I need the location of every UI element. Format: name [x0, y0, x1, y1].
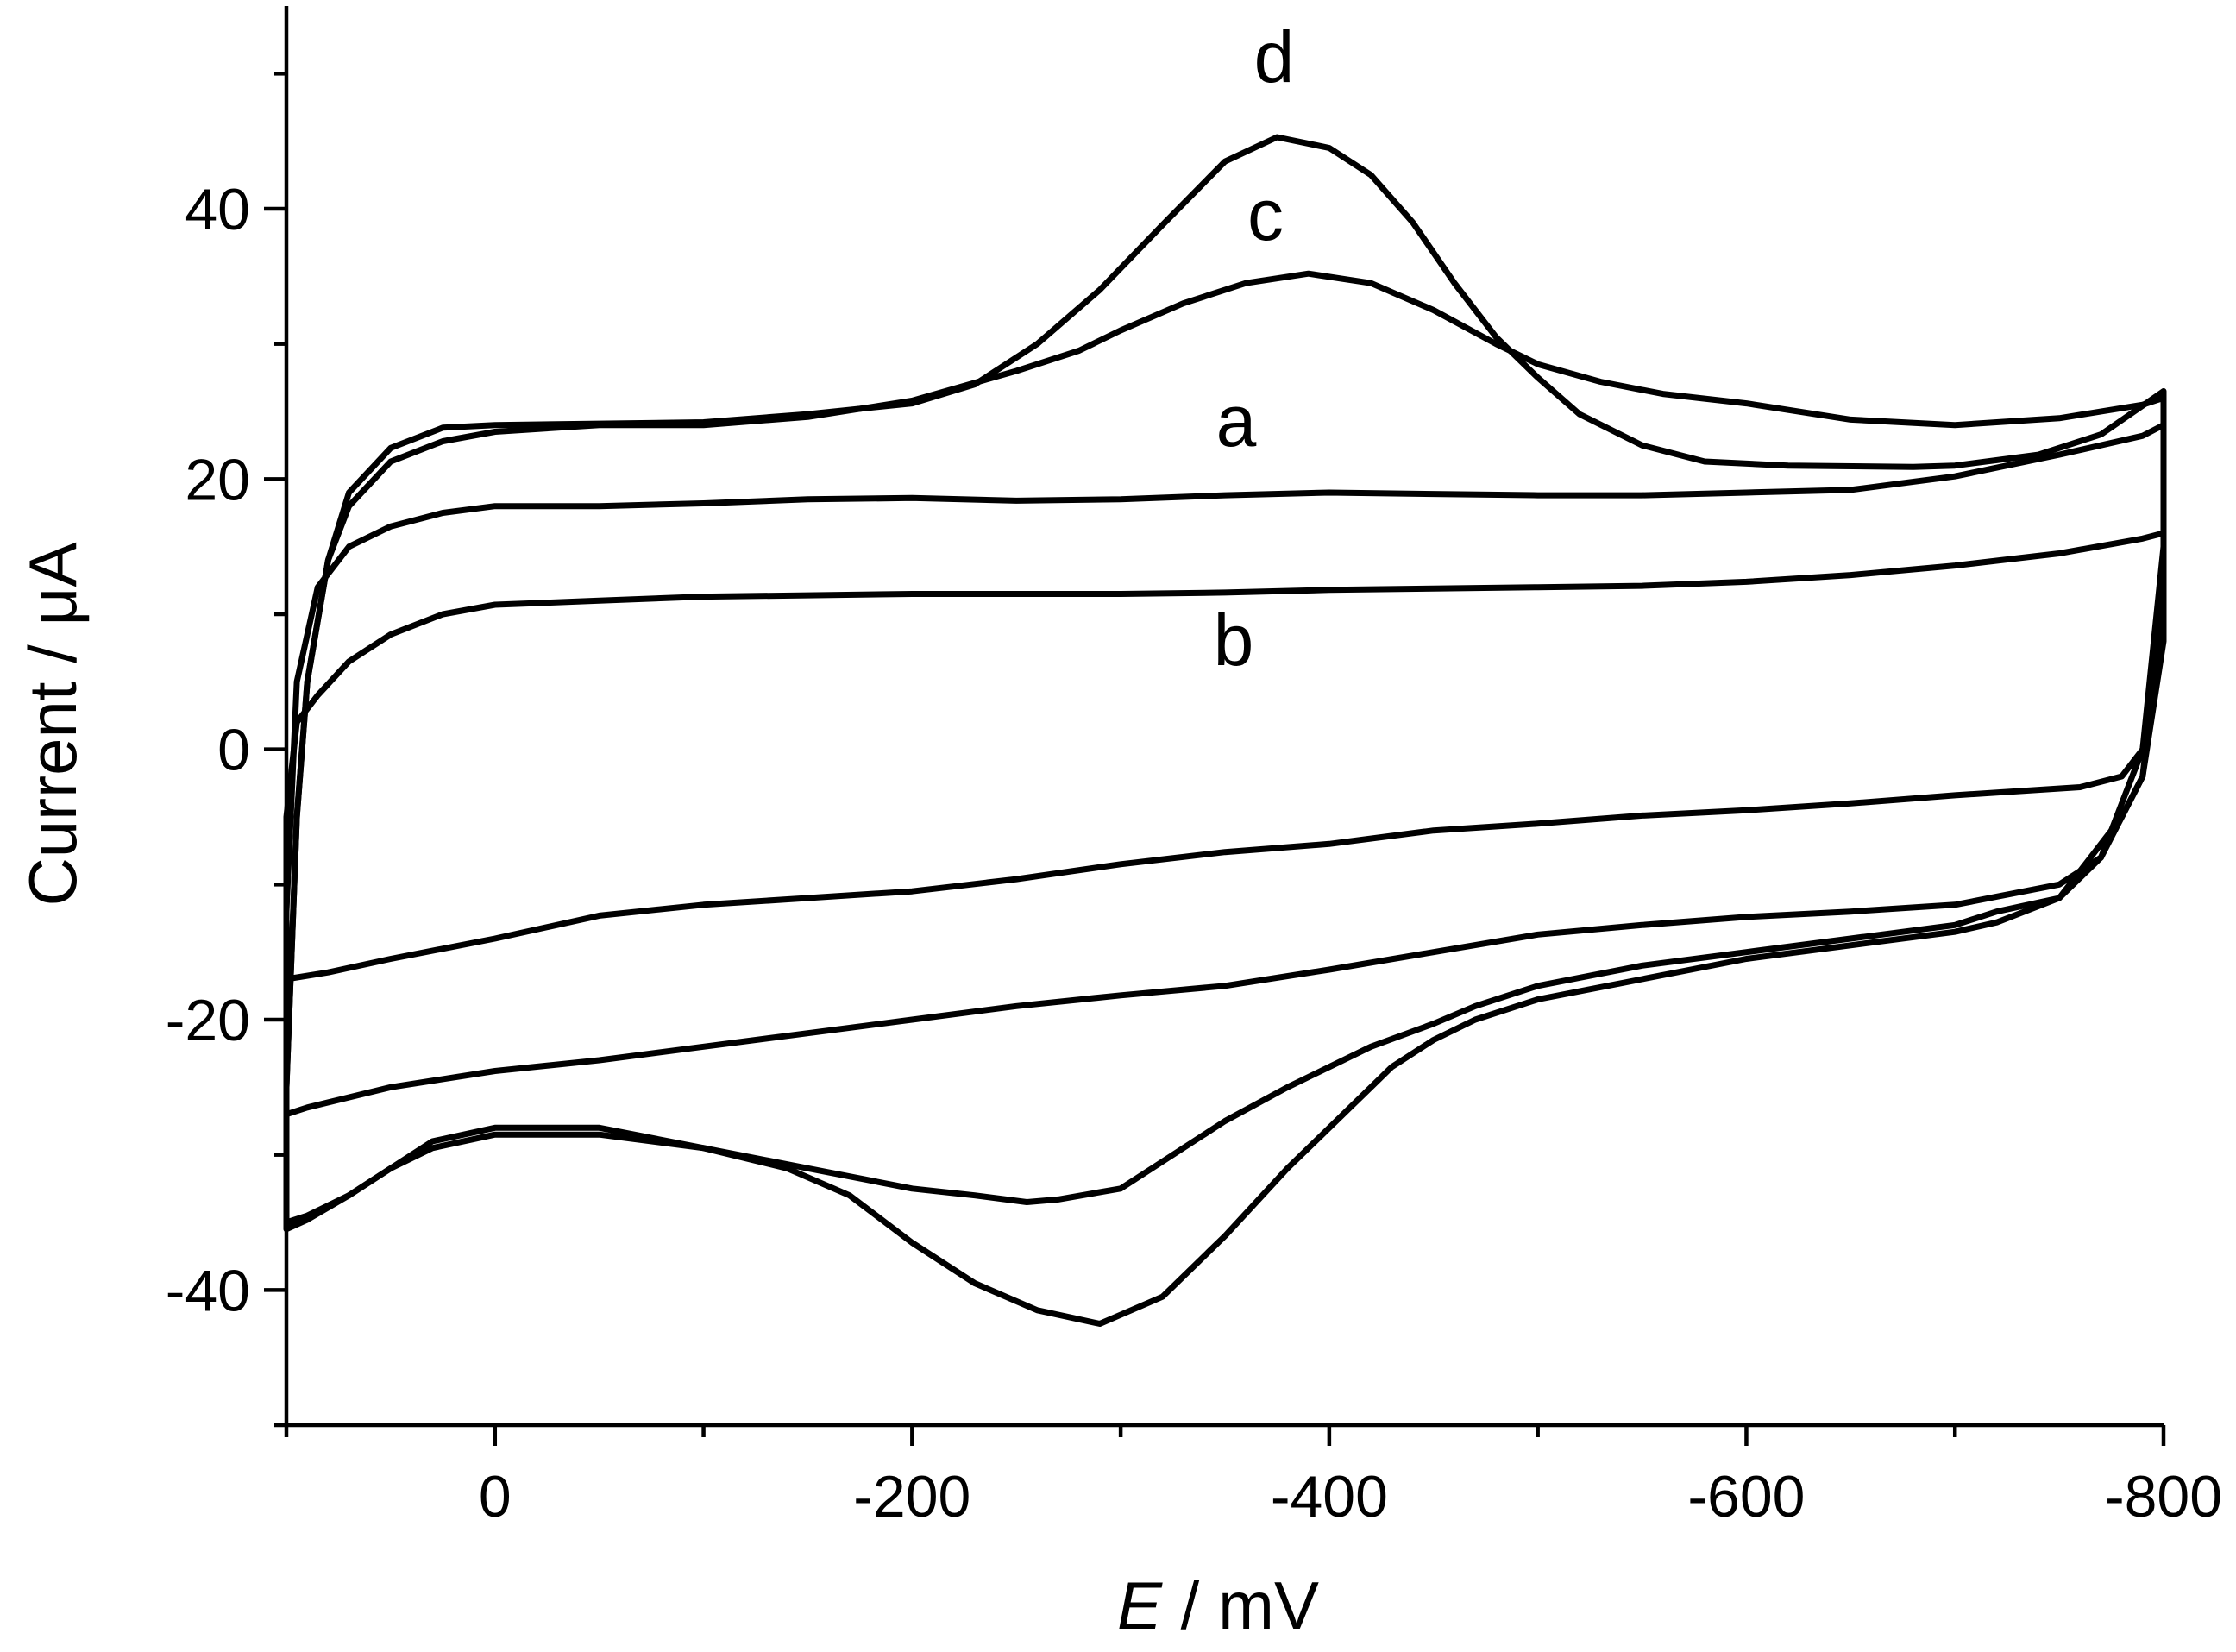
y-tick-label: 0	[217, 718, 250, 783]
y-tick-label: 40	[185, 177, 250, 242]
axes	[284, 6, 2164, 1428]
x-axis-unit: / mV	[1162, 1567, 1319, 1643]
curve-label-a: a	[1216, 380, 1257, 462]
x-tick-label: -600	[1687, 1464, 1805, 1530]
x-tick-label: 0	[479, 1464, 512, 1530]
x-tick-label: -800	[2105, 1464, 2222, 1530]
x-tick-label: -400	[1271, 1464, 1388, 1530]
x-axis-title: E / mV	[1117, 1567, 1319, 1643]
y-tick-label: 20	[185, 447, 250, 512]
tick-marks	[264, 72, 2166, 1446]
y-tick-label: -20	[166, 988, 250, 1053]
curve-labels: a b cd	[1214, 16, 1295, 681]
x-tick-label: -200	[853, 1464, 970, 1530]
y-axis-title: Current / μA	[15, 542, 91, 906]
curve-label-b: b	[1214, 600, 1254, 681]
curves	[283, 134, 2167, 1327]
curve-label-c: c	[1247, 174, 1284, 255]
curve-d	[283, 134, 2167, 1327]
curve-a	[283, 422, 2167, 1118]
y-tick-label: -40	[166, 1258, 250, 1323]
x-axis-variable: E	[1117, 1567, 1163, 1643]
curve-label-d: d	[1254, 16, 1295, 97]
